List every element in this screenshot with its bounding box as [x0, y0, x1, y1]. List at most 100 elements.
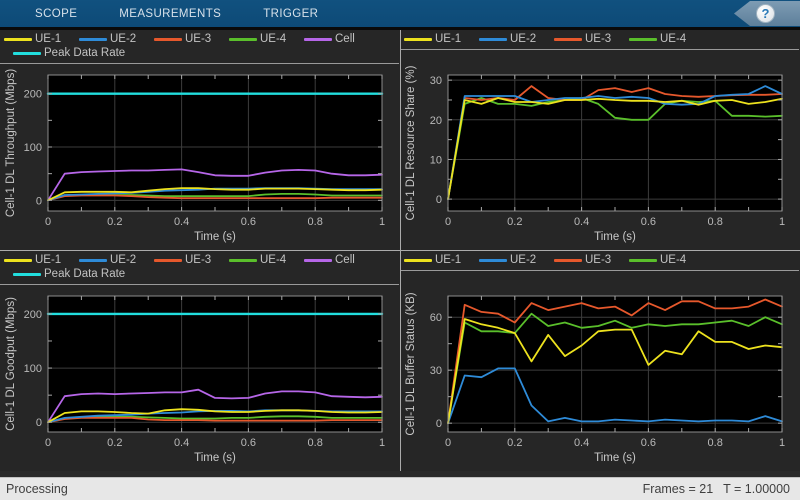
- toolstrip-tabs: SCOPE MEASUREMENTS TRIGGER: [0, 8, 360, 20]
- status-strip: [0, 471, 800, 477]
- legend-line-swatch: [154, 258, 182, 262]
- x-tick-label: 0.6: [241, 437, 256, 449]
- legend-item-ue-4[interactable]: UE-4: [229, 33, 304, 45]
- legend-line-swatch: [13, 272, 41, 276]
- series-line-UE-1: [447, 97, 783, 201]
- tab-measurements[interactable]: MEASUREMENTS: [119, 7, 222, 20]
- status-processing: Processing: [6, 482, 68, 496]
- legend-line-swatch: [304, 258, 332, 262]
- x-tick-label: 1: [779, 437, 785, 449]
- legend-label: UE-4: [660, 33, 687, 45]
- dl-throughput-chart[interactable]: 0 0.2 0.4 0.6 0.8 1 0 100 200 Time (s) Cell-1 DL T…: [0, 30, 400, 251]
- legend-label: UE-3: [185, 254, 212, 266]
- tab-trigger[interactable]: TRIGGER: [263, 7, 319, 20]
- series-line-Cell: [47, 168, 383, 202]
- legend-label: UE-3: [185, 33, 212, 45]
- legend-line-swatch: [229, 37, 257, 41]
- legend-row: UE-1 UE-2 UE-3 UE-4: [400, 253, 799, 267]
- series-line-UE-3: [47, 416, 383, 424]
- legend-dl-throughput: UE-1 UE-2 UE-3 UE-4 Cell Peak Data Rate: [0, 30, 399, 64]
- legend-item-ue-4[interactable]: UE-4: [229, 254, 304, 266]
- legend-item-ue-2[interactable]: UE-2: [79, 33, 154, 45]
- legend-item-ue-4[interactable]: UE-4: [629, 254, 704, 266]
- toolbar-underline: [0, 27, 800, 30]
- plot-area[interactable]: [448, 296, 782, 432]
- y-tick-label: 200: [24, 309, 42, 321]
- x-tick-label: 0.8: [708, 216, 723, 228]
- legend-item-ue-2[interactable]: UE-2: [479, 254, 554, 266]
- series-line-UE-2: [447, 85, 783, 201]
- x-tick-label: 0: [445, 216, 451, 228]
- legend-item-ue-2[interactable]: UE-2: [479, 33, 554, 45]
- legend-line-swatch: [629, 37, 657, 41]
- x-tick-label: 0: [445, 437, 451, 449]
- dl-buffer-status-chart[interactable]: 0 0.2 0.4 0.6 0.8 1 0 30 60 Time (s) Cell-1 DL Buf…: [400, 251, 800, 472]
- x-tick-label: 0.2: [507, 216, 522, 228]
- x-tick-label: 0.6: [641, 437, 656, 449]
- x-tick-label: 1: [379, 216, 385, 228]
- legend-label: UE-2: [110, 254, 137, 266]
- legend-line-swatch: [154, 37, 182, 41]
- legend-item-ue-1[interactable]: UE-1: [404, 254, 479, 266]
- help-icon[interactable]: ?: [756, 4, 775, 23]
- legend-item-ue-4[interactable]: UE-4: [629, 33, 704, 45]
- x-axis-label: Time (s): [194, 231, 236, 243]
- y-tick-label: 20: [430, 115, 442, 127]
- y-axis-label: Cell-1 DL Resource Share (%): [405, 65, 417, 220]
- x-tick-label: 0: [45, 437, 51, 449]
- legend-item-ue-3[interactable]: UE-3: [554, 254, 629, 266]
- plot-area[interactable]: [48, 296, 382, 432]
- legend-item-cell[interactable]: Cell: [304, 33, 379, 45]
- legend-line-swatch: [404, 258, 432, 262]
- legend-item-ue-2[interactable]: UE-2: [79, 254, 154, 266]
- status-bar: Processing Frames = 21 T = 1.00000: [0, 477, 800, 500]
- y-tick-label: 10: [430, 154, 442, 166]
- x-tick-label: 0.2: [107, 437, 122, 449]
- y-tick-label: 30: [430, 75, 442, 87]
- series-line-UE-3: [447, 298, 783, 425]
- legend-line-swatch: [554, 258, 582, 262]
- tab-scope[interactable]: SCOPE: [35, 7, 78, 20]
- legend-item-ue-1[interactable]: UE-1: [4, 33, 79, 45]
- legend-label: UE-2: [510, 33, 537, 45]
- legend-item-peak-data-rate[interactable]: Peak Data Rate: [13, 268, 125, 280]
- y-tick-label: 60: [430, 312, 442, 324]
- series-line-UE-4: [447, 312, 783, 425]
- legend-item-peak-data-rate[interactable]: Peak Data Rate: [13, 47, 125, 59]
- y-tick-label: 0: [36, 195, 42, 207]
- legend-item-ue-3[interactable]: UE-3: [554, 33, 629, 45]
- legend-item-ue-3[interactable]: UE-3: [154, 33, 229, 45]
- legend-line-swatch: [229, 258, 257, 262]
- status-frames: Frames = 21: [642, 482, 714, 496]
- legend-label: UE-2: [110, 33, 137, 45]
- legend-line-swatch: [79, 37, 107, 41]
- legend-dl-goodput: UE-1 UE-2 UE-3 UE-4 Cell Peak Data Rate: [0, 251, 399, 285]
- legend-label: Peak Data Rate: [44, 47, 126, 59]
- legend-label: Peak Data Rate: [44, 268, 126, 280]
- legend-label: UE-4: [660, 254, 687, 266]
- series-line-Cell: [47, 388, 383, 424]
- x-tick-label: 0.2: [107, 216, 122, 228]
- legend-item-ue-3[interactable]: UE-3: [154, 254, 229, 266]
- y-tick-label: 100: [24, 363, 42, 375]
- help-arrow-banner: ?: [734, 1, 800, 26]
- y-tick-label: 100: [24, 142, 42, 154]
- y-tick-label: 0: [436, 194, 442, 206]
- x-tick-label: 0: [45, 216, 51, 228]
- legend-label: UE-4: [260, 33, 287, 45]
- legend-label: UE-1: [35, 254, 62, 266]
- legend-line-swatch: [79, 258, 107, 262]
- legend-item-cell[interactable]: Cell: [304, 254, 379, 266]
- toolstrip: SCOPE MEASUREMENTS TRIGGER ?: [0, 0, 800, 27]
- series-line-UE-1: [447, 318, 783, 425]
- legend-item-ue-1[interactable]: UE-1: [404, 33, 479, 45]
- legend-label: UE-3: [585, 254, 612, 266]
- series-line-UE-1: [47, 187, 383, 202]
- dl-goodput-chart[interactable]: 0 0.2 0.4 0.6 0.8 1 0 100 200 Time (s) Cell-1 DL G…: [0, 251, 400, 472]
- x-tick-label: 0.8: [708, 437, 723, 449]
- panel-divider-horizontal: [0, 250, 800, 251]
- legend-row: UE-1 UE-2 UE-3 UE-4 Cell: [0, 32, 399, 46]
- legend-label: UE-1: [435, 254, 462, 266]
- legend-item-ue-1[interactable]: UE-1: [4, 254, 79, 266]
